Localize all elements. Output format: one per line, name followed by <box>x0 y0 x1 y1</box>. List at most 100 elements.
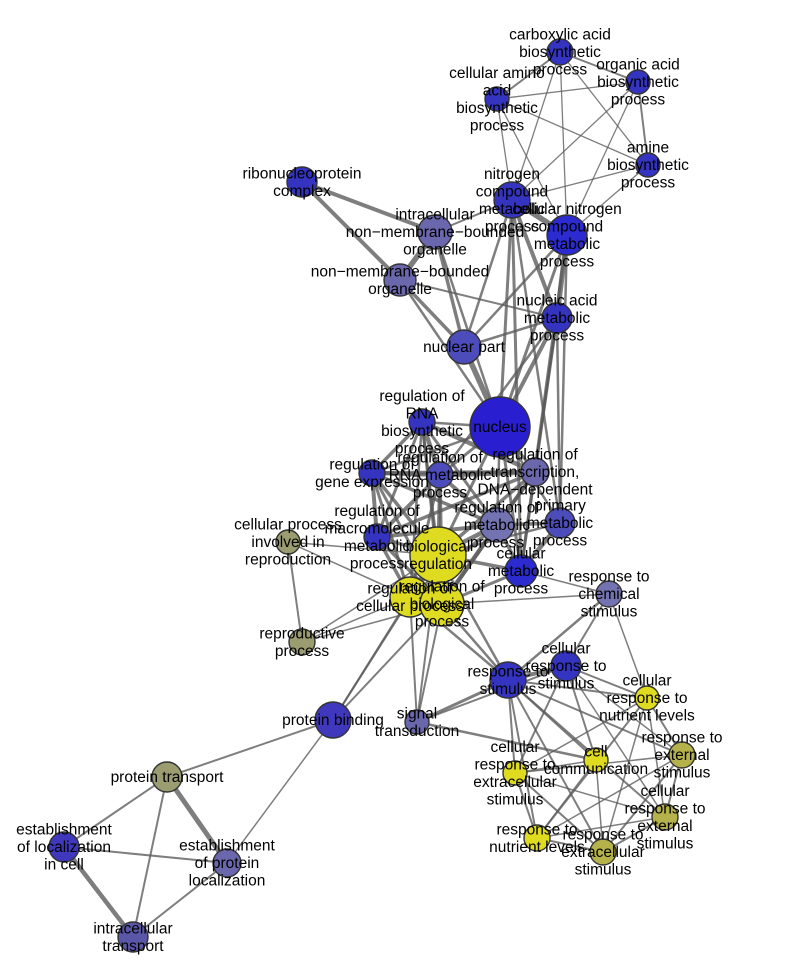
node-label-repro: reproductive process <box>259 625 344 660</box>
edge-carboxylic-nitrogen <box>511 51 561 201</box>
node-repro[interactable]: reproductive process <box>288 628 316 656</box>
edge-carboxylic-organic <box>559 51 639 83</box>
edge-cellrespstim-cellcomm <box>565 665 597 761</box>
node-label-regcell: regulation of cellular process <box>356 580 464 615</box>
node-nucleus[interactable]: nucleus <box>469 396 531 458</box>
node-label-cellrespextra: cellular response to extracellular stimulus <box>473 739 557 809</box>
labels-layer: carboxylic acid biosynthetic process cellul… <box>16 27 722 955</box>
node-respextra[interactable]: response to extracellular stimulus <box>589 838 617 866</box>
node-estprot[interactable]: establishment of protein localization <box>212 848 242 878</box>
edge-nitrogen-nucleus <box>498 198 514 429</box>
node-respchem[interactable]: response to chemical stimulus <box>595 580 623 608</box>
node-ribo[interactable]: ribonucleoprotein complex <box>286 166 318 198</box>
node-label-cellrespnut: cellular response to nutrient levels <box>599 673 695 725</box>
node-regGene[interactable]: regulation of gene expression <box>358 459 386 487</box>
node-primary[interactable]: primary metabolic process <box>544 507 576 539</box>
node-label-carboxylic: carboxylic acid biosynthetic process <box>509 27 611 79</box>
node-label-bioreg: biological regulation <box>404 538 472 573</box>
node-nucleicacid[interactable]: nucleic acid metabolic process <box>541 302 573 334</box>
edge-cellcomm-respextra <box>595 759 604 853</box>
node-cellrespnut[interactable]: cellular response to nutrient levels <box>634 685 660 711</box>
node-intranmb[interactable]: intracellular non-membrane-bounded organ… <box>417 214 453 250</box>
edge-prottrans-intratrans <box>132 776 168 938</box>
edge-carboxylic-amine <box>559 51 649 166</box>
node-label-respextra: response to extracellular stimulus <box>561 827 645 879</box>
node-nmb[interactable]: non-membrane-bounded organelle <box>383 263 417 297</box>
edge-cpir-repro <box>287 541 303 643</box>
node-respstim[interactable]: response to stimulus <box>489 661 527 699</box>
edge-respext-respnut <box>536 754 683 839</box>
node-cellrespextra[interactable]: cellular response to extracellular stimu… <box>502 760 528 786</box>
node-label-regMet: regulation of metabolic process <box>454 500 540 552</box>
edge-nucleicacid-primary <box>555 316 562 525</box>
node-label-prottrans: protein transport <box>111 769 225 786</box>
node-regbio[interactable]: regulation of biological process <box>419 581 465 627</box>
edge-cellcomm-sigtrans <box>415 720 598 762</box>
edge-estloc-intratrans <box>61 844 136 940</box>
edge-cellrespnut-respchem <box>608 593 648 699</box>
node-organic[interactable]: organic acid biosynthetic process <box>625 69 651 95</box>
node-regMet[interactable]: regulation of metabolic process <box>479 507 515 543</box>
node-nuclearpart[interactable]: nuclear part <box>446 329 482 365</box>
node-label-regRNAbio: regulation of RNA biosynthetic process <box>379 388 465 458</box>
node-label-sigtrans: signal transduction <box>375 705 459 740</box>
edge-nucleicacid-cellmet <box>519 316 559 573</box>
node-carboxylic[interactable]: carboxylic acid biosynthetic process <box>546 38 574 66</box>
edge-prottrans-estprot <box>164 774 230 866</box>
edge-intranmb-nucleus <box>433 230 502 429</box>
node-cellrespstim[interactable]: cellular response to stimulus <box>550 650 582 682</box>
edge-regTrans-regGene <box>370 470 537 475</box>
edge-carboxylic-cellnitrogen <box>559 51 568 236</box>
node-label-nucleus: nucleus <box>473 419 527 436</box>
node-intratrans[interactable]: intracellular transport <box>117 921 149 953</box>
node-prottrans[interactable]: protein transport <box>151 761 183 793</box>
edge-nitrogen-nucleicacid <box>510 198 559 320</box>
node-label-regGene: regulation of gene expression <box>315 456 429 491</box>
node-regTrans[interactable]: regulation of transcription, DNA-depende… <box>520 457 550 487</box>
node-regRNAbio[interactable]: regulation of RNA biosynthetic process <box>408 408 436 436</box>
node-estloc[interactable]: establishment of localization in cell <box>48 831 80 863</box>
edge-prottrans-protbind <box>166 719 334 778</box>
node-label-nucleicacid: nucleic acid metabolic process <box>517 293 598 345</box>
edge-respstim-cellrespnut <box>507 679 648 699</box>
node-respnut[interactable]: response to nutrient levels <box>523 824 551 852</box>
edge-intranmb-nuclearpart <box>433 230 466 349</box>
edge-cellnitrogen-primary <box>558 233 569 525</box>
edge-estprot-protbind <box>226 719 334 864</box>
node-amine[interactable]: amine biosynthetic process <box>635 152 661 178</box>
node-label-respext: response to external stimulus <box>642 730 723 782</box>
node-cellmet[interactable]: cellular metabolic process <box>504 554 538 588</box>
edge-ribo-nmb <box>300 180 402 282</box>
edge-estprot-intratrans <box>132 862 228 938</box>
node-protbind[interactable]: protein binding <box>314 701 352 739</box>
edge-cellrespextra-cellrespext <box>514 772 666 818</box>
node-cpir[interactable]: cellular process involved in reproductio… <box>275 529 301 555</box>
nodes-layer: carboxylic acid biosynthetic process cell… <box>48 38 696 953</box>
node-respext[interactable]: response to external stimulus <box>668 741 696 769</box>
edge-regTrans-regMacro <box>375 470 537 539</box>
node-label-nuclearpart: nuclear part <box>423 339 506 356</box>
edge-amine-nitrogen <box>511 164 649 201</box>
node-sigtrans[interactable]: signal transduction <box>404 709 430 735</box>
node-label-respstim: response to stimulus <box>468 663 549 698</box>
edge-amino-cellnitrogen <box>496 98 568 236</box>
edge-regbio-protbind <box>332 603 443 721</box>
node-cellrespext[interactable]: cellular response to external stimulus <box>651 803 679 831</box>
node-amino[interactable]: cellular amino acid biosynthetic process <box>484 86 510 112</box>
node-regMacro[interactable]: regulation of macromolecule metabolic pr… <box>363 523 391 551</box>
node-nitrogen[interactable]: nitrogen compound metabolic process <box>493 181 531 219</box>
edge-respchem-regbio <box>441 593 610 605</box>
node-label-cellmet: cellular metabolic process <box>488 546 555 598</box>
edge-organic-cellnitrogen <box>566 81 639 236</box>
edge-respnut-cellrespext <box>536 816 666 839</box>
edge-regcell-sigtrans <box>409 596 418 723</box>
node-cellcomm[interactable]: cell communication <box>583 747 609 773</box>
node-label-regbio: regulation of biological process <box>399 579 485 631</box>
edge-respstim-cellrespext <box>507 679 666 818</box>
node-cellnitrogen[interactable]: cellular nitrogen compound metabolic pro… <box>546 214 588 256</box>
node-label-ribo: ribonucleoprotein complex <box>243 165 362 200</box>
node-regRNAmet[interactable]: regulation of RNA metabolic process <box>426 461 454 489</box>
node-label-cellrespstim: cellular response to stimulus <box>526 641 607 693</box>
